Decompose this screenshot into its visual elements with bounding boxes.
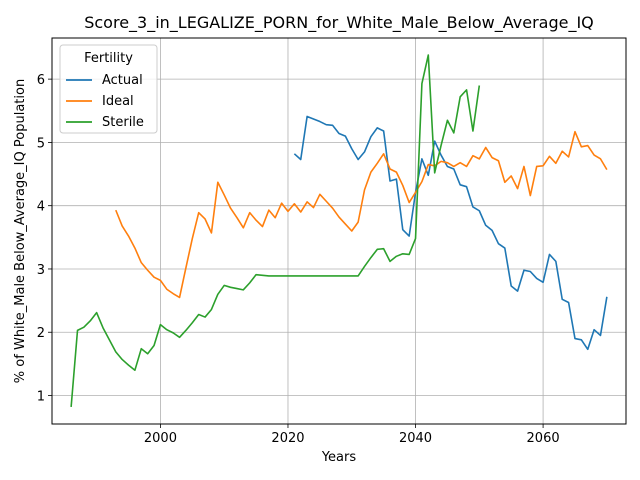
- legend-box: [59, 44, 158, 134]
- series-line-sterile: [70, 54, 481, 407]
- y-tick-label: 6: [37, 73, 45, 88]
- x-tick-label: 2060: [527, 431, 560, 446]
- y-tick-label: 1: [37, 390, 45, 405]
- legend-title: Fertility: [84, 51, 133, 66]
- y-tick-label: 4: [37, 200, 45, 215]
- legend-label-sterile: Sterile: [102, 115, 144, 130]
- legend-label-actual: Actual: [102, 73, 143, 88]
- legend: Fertility Actual Ideal Sterile: [59, 44, 158, 134]
- plot-frame: [51, 37, 627, 425]
- x-axis-label: Years: [321, 450, 357, 465]
- legend-label-ideal: Ideal: [102, 94, 134, 109]
- series-line-ideal: [115, 130, 608, 299]
- chart-title: Score_3_in_LEGALIZE_PORN_for_White_Male_…: [84, 13, 594, 33]
- x-tick-label: 2040: [399, 431, 432, 446]
- series-line-actual: [293, 115, 608, 351]
- y-tick-label: 5: [37, 136, 45, 151]
- x-tick-label: 2020: [271, 431, 304, 446]
- y-tick-label: 2: [37, 326, 45, 341]
- series-lines: [70, 54, 608, 407]
- y-axis-label: % of White_Male Below_Average_IQ Populat…: [13, 79, 28, 383]
- ticks: 2000 2020 2040 2060 1 2 3 4 5 6: [37, 73, 560, 446]
- y-tick-label: 3: [37, 263, 45, 278]
- x-tick-label: 2000: [144, 431, 177, 446]
